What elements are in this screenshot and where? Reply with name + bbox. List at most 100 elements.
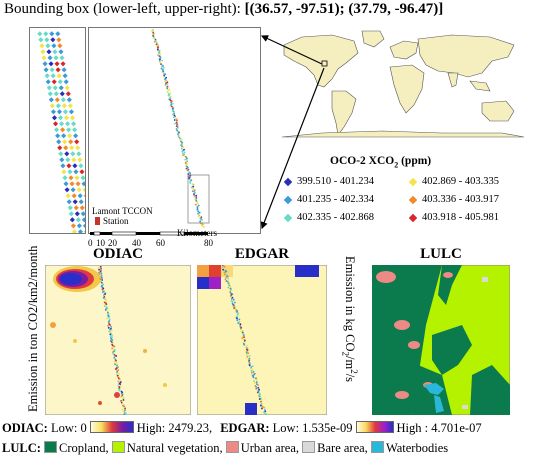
track-dot — [257, 386, 260, 389]
track-dot — [236, 319, 239, 322]
oco-legend-title-main: OCO-2 XCO — [330, 155, 395, 167]
sounding-diamond — [67, 133, 73, 139]
track-dot — [222, 265, 225, 267]
sounding-dot — [173, 119, 176, 121]
inset-box — [187, 174, 210, 224]
edgar-title: EDGAR — [234, 246, 290, 262]
track-dot — [119, 383, 122, 385]
track-dot — [115, 371, 118, 374]
sounding-dot — [192, 188, 195, 191]
lulc-swatch — [44, 441, 58, 453]
odiac-hotspot — [53, 266, 101, 292]
station-icon — [95, 217, 100, 225]
odiac-gradient — [89, 421, 134, 433]
sounding-dot — [181, 145, 183, 147]
track-dot — [247, 352, 250, 355]
track-dot — [98, 273, 101, 276]
sounding-dot — [177, 127, 180, 129]
sounding-diamond — [46, 49, 52, 55]
track-svg — [150, 29, 210, 229]
track-dot — [107, 316, 110, 319]
track-dot — [114, 363, 117, 366]
sounding-diamond — [67, 103, 73, 109]
arrow-to-track — [260, 35, 323, 65]
odiac-title: ODIAC — [92, 246, 143, 262]
track-dot — [97, 266, 100, 269]
track-dot — [121, 408, 124, 411]
track-dot — [109, 335, 112, 338]
track-dot — [258, 398, 261, 400]
track-dot — [101, 291, 104, 294]
sounding-dot — [181, 150, 184, 153]
sounding-dot — [176, 129, 179, 132]
sounding-dot — [152, 37, 155, 39]
sounding-dot — [153, 40, 156, 43]
track-dot — [251, 365, 254, 368]
sounding-dot — [166, 81, 169, 84]
sounding-dot — [182, 146, 185, 148]
sounding-dot — [173, 112, 176, 115]
station-line2: Station — [92, 216, 153, 226]
bounding-box-prefix: Bounding box (lower-left, upper-right): — [4, 1, 241, 17]
oco-legend-range: 402.869 - 403.335 — [422, 176, 499, 187]
odiac-cb-high: High: 2479.23, — [136, 421, 213, 435]
oco-legend-range: 402.335 - 402.868 — [297, 212, 374, 223]
track-dot — [223, 265, 226, 268]
sounding-dot — [164, 80, 167, 83]
track-dot — [113, 346, 115, 349]
diamond-marker-icon — [408, 195, 418, 204]
oco-legend-item: 402.335 - 402.868 — [283, 212, 374, 224]
sounding-dot — [187, 173, 190, 175]
oco-legend-title-unit: (ppm) — [398, 155, 432, 167]
track-dot — [251, 369, 254, 371]
sounding-dot — [186, 166, 189, 169]
odiac-unit-label: Emission in ton CO2/km2/month — [26, 245, 40, 412]
arrow-to-inset — [260, 67, 325, 230]
sounding-dot — [175, 118, 178, 120]
track-dot — [241, 335, 244, 338]
diamond-marker-icon — [283, 177, 293, 186]
sounding-diamond — [72, 163, 78, 169]
track-dot — [257, 384, 259, 386]
sounding-dot — [165, 84, 167, 87]
sounding-dot — [187, 170, 189, 173]
track-dot — [119, 379, 121, 382]
track-dot — [98, 268, 101, 271]
oco-legend-range: 401.235 - 402.334 — [297, 194, 374, 205]
station-label-line2: Station — [103, 216, 129, 226]
sounding-dot — [155, 43, 158, 46]
track-dot — [263, 406, 265, 409]
sounding-dot — [189, 172, 192, 175]
track-dot — [238, 318, 241, 321]
sounding-dot — [184, 158, 187, 161]
sounding-dot — [159, 53, 162, 56]
sounding-dot — [185, 167, 188, 170]
sounding-diamond — [57, 79, 63, 85]
sounding-diamond — [61, 103, 67, 109]
track-dot — [107, 326, 110, 329]
sounding-dot — [166, 91, 169, 93]
bounding-box-header: Bounding box (lower-left, upper-right): … — [4, 0, 443, 18]
track-dot — [235, 310, 238, 313]
sounding-diamond — [51, 43, 57, 49]
sounding-dot — [162, 75, 165, 78]
lulc-class: Natural vegetation, — [126, 441, 223, 455]
oco-legend-item: 403.336 - 403.917 — [408, 194, 499, 206]
track-dot — [224, 273, 226, 276]
sounding-dot — [150, 30, 153, 32]
track-dot — [106, 317, 108, 320]
track-dot — [227, 286, 230, 289]
sounding-dot — [192, 185, 195, 188]
track-dot — [255, 381, 258, 384]
track-dot — [118, 372, 120, 375]
track-dot — [110, 325, 113, 328]
track-dot — [118, 389, 121, 392]
scale-tick-40: 40 — [132, 238, 141, 248]
edgar-unit-suffix: /s — [342, 373, 357, 383]
track-dot — [250, 370, 253, 372]
track-dot — [107, 325, 110, 327]
track-dot — [106, 307, 109, 310]
sounding-dot — [160, 67, 163, 70]
sounding-diamond — [65, 193, 71, 199]
track-dot — [236, 317, 238, 320]
